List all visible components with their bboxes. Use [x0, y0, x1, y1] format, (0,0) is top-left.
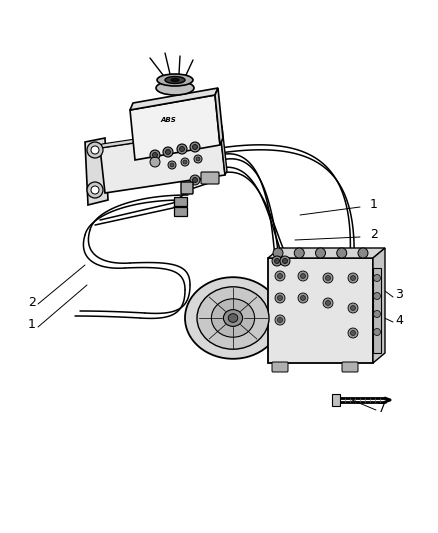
- Circle shape: [348, 328, 358, 338]
- Circle shape: [190, 142, 200, 152]
- Circle shape: [278, 273, 283, 279]
- Circle shape: [170, 163, 174, 167]
- Circle shape: [91, 146, 99, 154]
- Circle shape: [273, 248, 283, 258]
- Circle shape: [323, 298, 333, 308]
- Circle shape: [275, 315, 285, 325]
- Polygon shape: [130, 88, 218, 110]
- Polygon shape: [373, 268, 381, 353]
- Circle shape: [181, 158, 189, 166]
- Text: 2: 2: [370, 229, 378, 241]
- Ellipse shape: [171, 78, 179, 82]
- Polygon shape: [215, 88, 223, 145]
- Circle shape: [168, 161, 176, 169]
- Polygon shape: [220, 126, 227, 175]
- Circle shape: [348, 303, 358, 313]
- Circle shape: [192, 177, 198, 182]
- Circle shape: [278, 295, 283, 301]
- Ellipse shape: [223, 310, 243, 326]
- Circle shape: [150, 150, 160, 160]
- Circle shape: [300, 273, 305, 279]
- Polygon shape: [100, 130, 225, 193]
- Ellipse shape: [212, 299, 254, 337]
- FancyBboxPatch shape: [174, 207, 187, 216]
- Text: 7: 7: [378, 401, 386, 415]
- Circle shape: [374, 328, 381, 335]
- Circle shape: [337, 248, 347, 258]
- Circle shape: [325, 301, 331, 305]
- Circle shape: [87, 142, 103, 158]
- Text: 4: 4: [395, 313, 403, 327]
- Circle shape: [280, 256, 290, 266]
- Circle shape: [350, 276, 356, 280]
- Circle shape: [374, 274, 381, 281]
- Text: 3: 3: [395, 288, 403, 302]
- Circle shape: [300, 295, 305, 301]
- Polygon shape: [332, 394, 340, 406]
- Circle shape: [177, 144, 187, 154]
- Circle shape: [325, 276, 331, 280]
- Circle shape: [194, 155, 202, 163]
- Circle shape: [358, 248, 368, 258]
- Text: 1: 1: [370, 198, 378, 212]
- Circle shape: [150, 157, 160, 167]
- Circle shape: [272, 256, 282, 266]
- Ellipse shape: [157, 74, 193, 86]
- Polygon shape: [268, 313, 281, 358]
- FancyBboxPatch shape: [342, 362, 358, 372]
- FancyBboxPatch shape: [272, 362, 288, 372]
- Circle shape: [87, 182, 103, 198]
- Circle shape: [183, 160, 187, 164]
- Circle shape: [196, 157, 200, 161]
- Ellipse shape: [185, 277, 281, 359]
- Polygon shape: [85, 138, 108, 205]
- Ellipse shape: [228, 314, 238, 322]
- Text: 1: 1: [28, 319, 36, 332]
- Circle shape: [275, 271, 285, 281]
- Circle shape: [190, 175, 200, 185]
- Circle shape: [192, 144, 198, 149]
- Polygon shape: [373, 248, 385, 363]
- Circle shape: [152, 152, 158, 157]
- Circle shape: [294, 248, 304, 258]
- Circle shape: [350, 305, 356, 311]
- Ellipse shape: [197, 287, 269, 349]
- Circle shape: [374, 293, 381, 300]
- Circle shape: [278, 318, 283, 322]
- FancyBboxPatch shape: [201, 172, 219, 184]
- Ellipse shape: [165, 77, 185, 84]
- Circle shape: [374, 311, 381, 318]
- Circle shape: [315, 248, 325, 258]
- Text: ABS: ABS: [160, 117, 176, 123]
- Polygon shape: [268, 248, 385, 258]
- Circle shape: [275, 293, 285, 303]
- Polygon shape: [268, 258, 373, 363]
- Circle shape: [348, 273, 358, 283]
- Circle shape: [323, 273, 333, 283]
- Circle shape: [350, 330, 356, 335]
- Circle shape: [166, 149, 170, 155]
- FancyBboxPatch shape: [174, 198, 187, 206]
- Circle shape: [91, 186, 99, 194]
- Circle shape: [283, 259, 287, 263]
- Circle shape: [163, 147, 173, 157]
- Circle shape: [180, 147, 184, 151]
- Text: 2: 2: [28, 295, 36, 309]
- Polygon shape: [130, 95, 220, 160]
- Circle shape: [298, 293, 308, 303]
- FancyBboxPatch shape: [181, 182, 193, 194]
- Circle shape: [275, 259, 279, 263]
- Polygon shape: [100, 126, 222, 148]
- Ellipse shape: [156, 81, 194, 95]
- Circle shape: [298, 271, 308, 281]
